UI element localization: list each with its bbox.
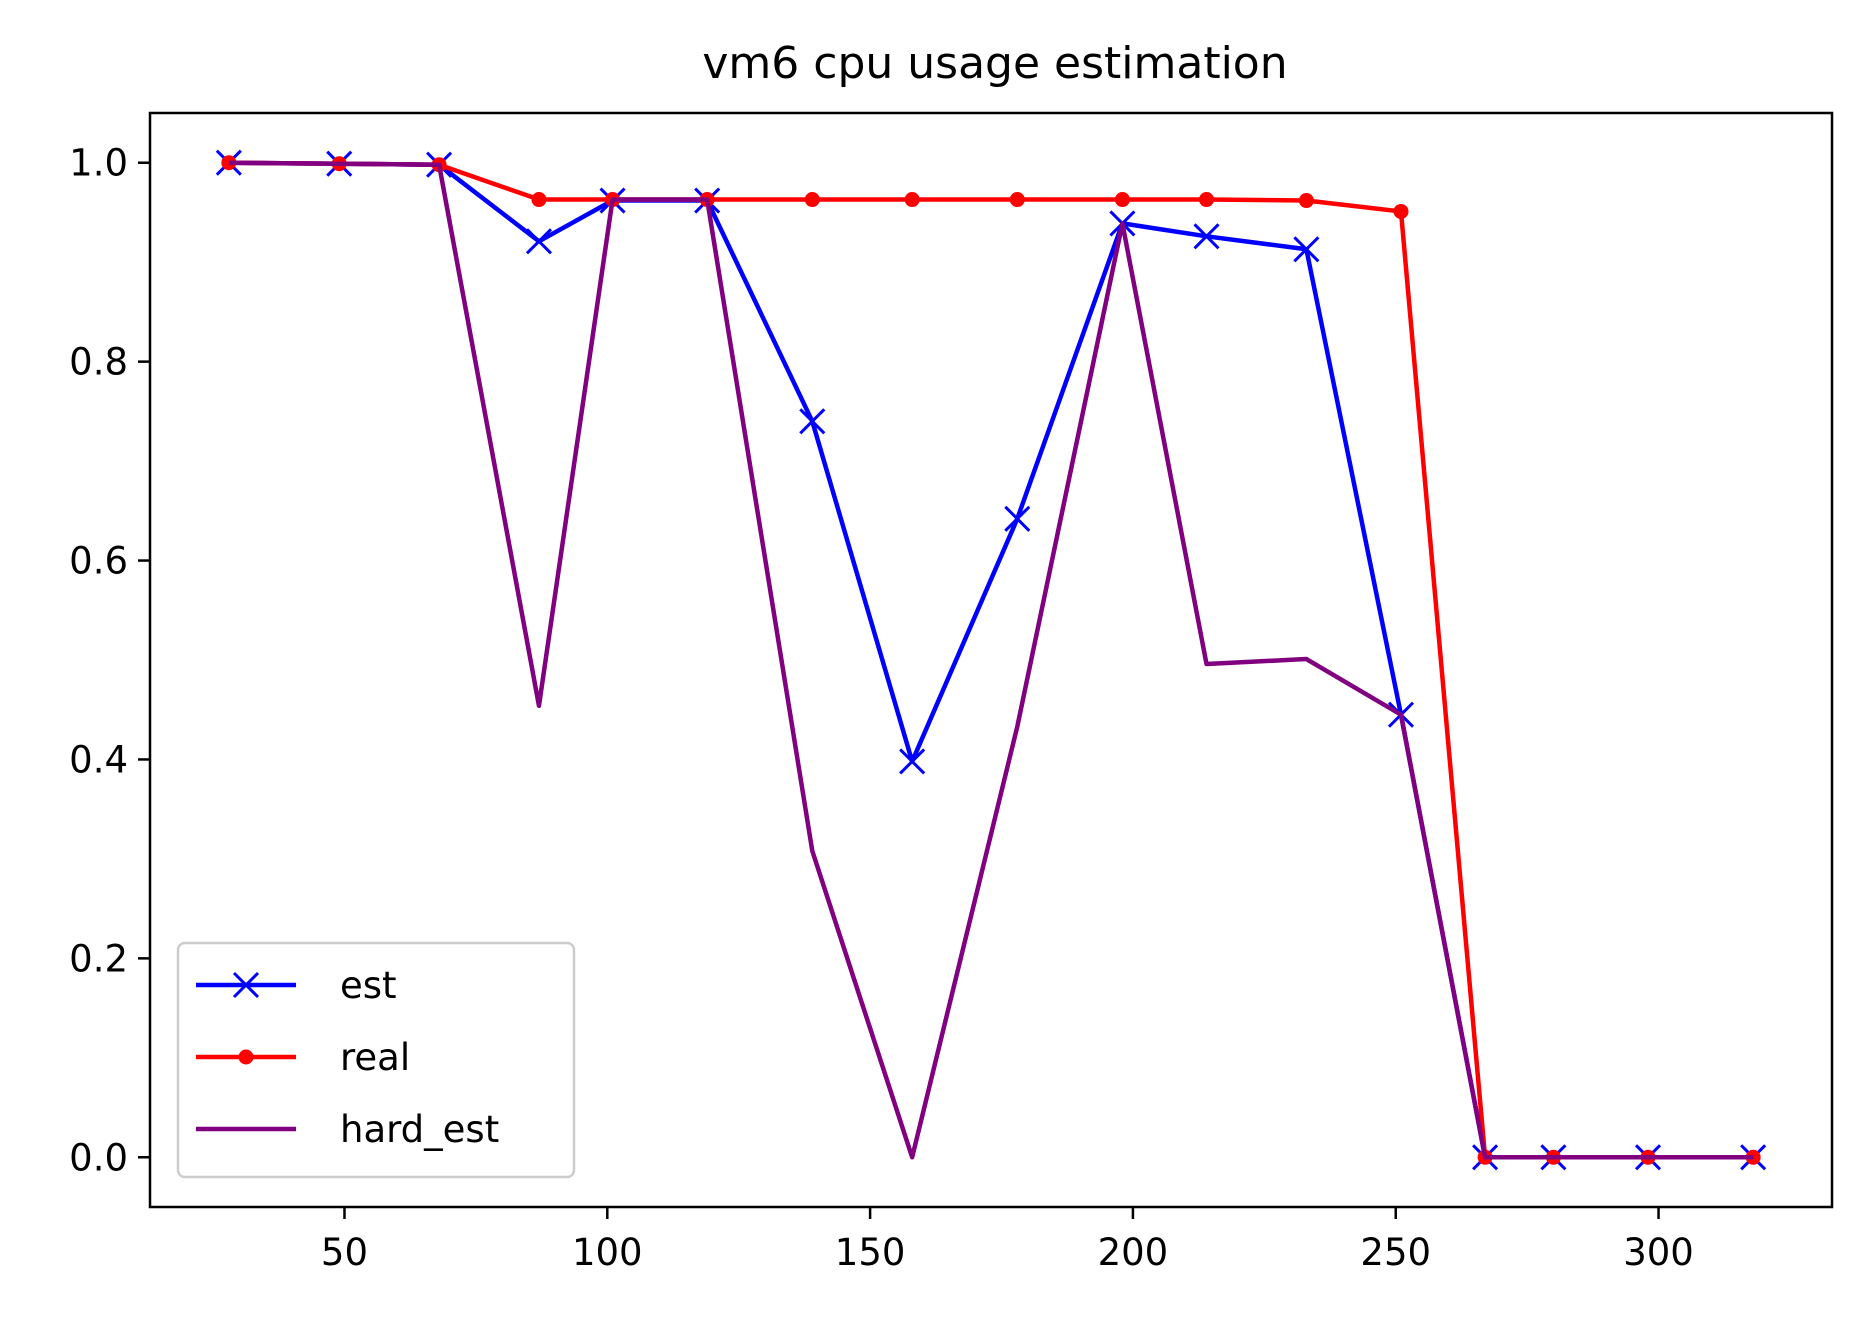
legend-item-est: est (196, 964, 397, 1007)
y-tick-label: 0.0 (69, 1136, 128, 1179)
x-tick-label: 100 (572, 1231, 643, 1274)
y-axis: 0.0 0.2 0.4 0.6 0.8 1.0 (69, 142, 150, 1179)
data-point (1293, 236, 1320, 263)
legend-label: est (340, 964, 397, 1007)
data-point (799, 408, 826, 435)
data-point (1193, 223, 1220, 250)
data-point (904, 192, 920, 208)
data-point (1298, 193, 1314, 209)
data-point (899, 748, 926, 775)
data-point (1004, 505, 1031, 532)
legend-box (176, 941, 576, 1179)
x-axis: 50 100 150 200 250 300 (321, 1207, 1694, 1274)
y-tick-label: 0.4 (69, 738, 128, 781)
chart-title: vm6 cpu usage estimation (702, 38, 1287, 89)
data-point (1114, 192, 1130, 208)
legend-label: hard_est (340, 1108, 499, 1151)
legend-item-real: real (196, 1036, 410, 1079)
legend: est real hard_est (176, 941, 576, 1179)
x-tick-label: 150 (835, 1231, 906, 1274)
data-point (1393, 203, 1409, 219)
legend-marker (238, 1049, 254, 1065)
legend-marker (232, 971, 260, 999)
x-tick-label: 250 (1360, 1231, 1431, 1274)
y-tick-label: 1.0 (69, 142, 128, 185)
x-tick-label: 50 (321, 1231, 368, 1274)
axes-frame (148, 111, 1834, 1209)
y-tick-label: 0.8 (69, 341, 128, 384)
legend-item-hard-est: hard_est (196, 1108, 499, 1151)
data-point (1199, 192, 1215, 208)
x-tick-label: 300 (1623, 1231, 1694, 1274)
data-point (531, 192, 547, 208)
series-hard-est (228, 160, 1754, 1160)
data-point (525, 228, 553, 255)
y-tick-label: 0.6 (69, 540, 128, 583)
y-tick-label: 0.2 (69, 937, 128, 980)
series-line (228, 160, 1754, 1160)
x-tick-label: 200 (1098, 1231, 1169, 1274)
legend-label: real (340, 1036, 410, 1079)
data-point (804, 192, 820, 208)
plot-area (215, 149, 1767, 1171)
data-point (1009, 192, 1025, 208)
